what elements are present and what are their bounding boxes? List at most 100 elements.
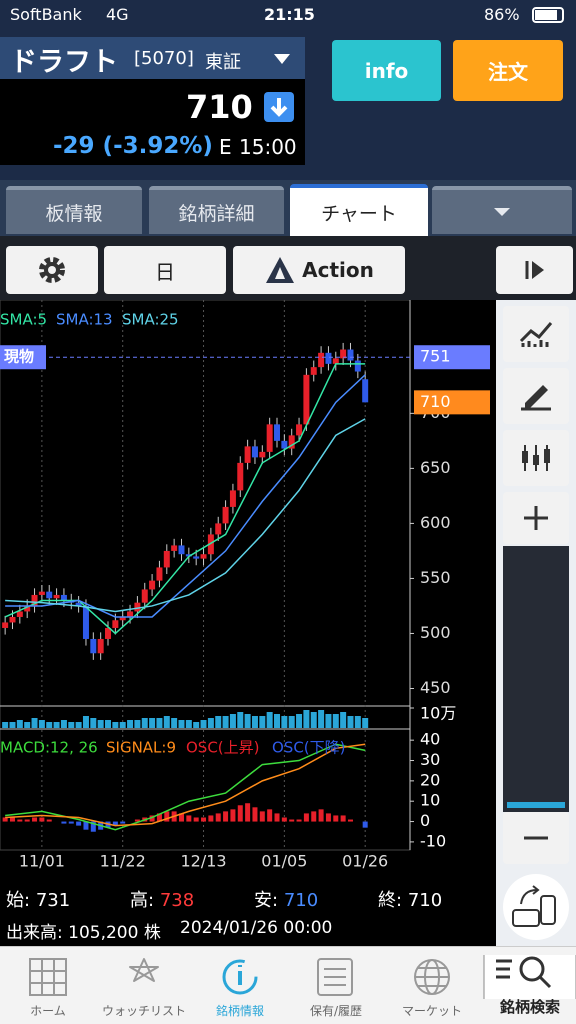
candle-body [237, 462, 244, 491]
candle-body [38, 591, 45, 595]
candle-body [274, 424, 281, 441]
volume-bar [185, 720, 192, 728]
tab-more[interactable] [432, 186, 572, 234]
nav-item[interactable]: 銘柄情報 [215, 1004, 264, 1018]
candle-body [60, 594, 67, 601]
osc-bar [46, 819, 52, 822]
settings-button[interactable] [6, 246, 98, 294]
sma-line [5, 418, 366, 613]
volume-bar [200, 720, 207, 728]
tab[interactable]: 板情報 [6, 186, 142, 234]
candle-body [75, 602, 82, 606]
zoom-in[interactable] [503, 492, 569, 544]
osc-bar [303, 813, 309, 822]
volume-bar [112, 722, 119, 728]
candle-body [105, 627, 112, 639]
candle-body [296, 424, 303, 436]
candle-body [16, 611, 23, 617]
info-button[interactable]: info [332, 40, 441, 101]
zoom-slider[interactable] [503, 546, 569, 812]
candle-body [244, 446, 251, 463]
candle-body [178, 545, 185, 555]
period-button[interactable]: 日 [104, 246, 226, 294]
osc-bar [237, 805, 243, 822]
volume-bar [340, 712, 347, 728]
volume-bar [119, 722, 126, 728]
macd-tick-label: 10 [420, 791, 440, 810]
zoom-out[interactable] [503, 812, 569, 864]
volume-bar [259, 716, 266, 728]
osc-bar [112, 821, 118, 826]
volume-bar [171, 718, 178, 728]
volume-bar [296, 714, 303, 728]
volume-bar [215, 716, 222, 728]
draw-button[interactable] [503, 368, 569, 424]
signal-title: SIGNAL:9 [106, 739, 176, 757]
legend-label: SMA:13 [56, 311, 113, 329]
candle-body [318, 352, 325, 368]
osc-bar [259, 811, 265, 822]
volume-bar [9, 722, 16, 728]
osc-up-title: OSC(上昇) [186, 739, 260, 757]
volume-bar [325, 714, 332, 728]
session-time: 15:00 [239, 135, 297, 159]
osc-bar [362, 821, 368, 828]
osc-bar [252, 807, 258, 822]
summary-volume: 出来高: 105,200 株 [6, 923, 161, 943]
candle-body [31, 594, 38, 606]
candle-button[interactable] [503, 430, 569, 486]
volume-bar [193, 722, 200, 728]
candle-body [288, 435, 295, 449]
nav-item[interactable]: 保有/履歴 [309, 1004, 363, 1018]
volume-bar [68, 722, 75, 728]
sma-line [5, 374, 366, 618]
nav-icons [29, 955, 576, 999]
plot-area [0, 300, 411, 851]
candle-body [90, 638, 97, 654]
osc-bar [281, 817, 287, 822]
nav-item[interactable]: 銘柄検索 [499, 998, 560, 1016]
stock-name-bar[interactable] [0, 37, 305, 79]
tab[interactable]: 銘柄詳細 [149, 186, 284, 234]
nav-item[interactable]: ホーム [30, 1004, 66, 1018]
osc-bar [333, 815, 339, 822]
sma-line [4, 363, 366, 635]
indicator-button[interactable] [503, 306, 569, 362]
candle-body [193, 556, 200, 559]
bottom-nav [0, 946, 576, 1024]
dropdown-arrow[interactable] [272, 52, 292, 66]
x-tick-label: 11/22 [100, 852, 146, 871]
order-button[interactable]: 注文 [453, 40, 563, 101]
price-change: -29 (-3.92%) [53, 133, 213, 159]
battery-text: 86% [484, 5, 520, 24]
osc-bar [193, 817, 199, 822]
rotate-button[interactable] [503, 874, 569, 940]
osc-bar [274, 813, 280, 822]
play-button[interactable] [496, 246, 573, 294]
macd-tick-label: 20 [420, 770, 440, 789]
macd-tick-label: 30 [420, 750, 440, 769]
osc-bar [267, 809, 273, 822]
candle-body [303, 374, 310, 425]
nav-item[interactable]: マーケット [401, 1004, 462, 1018]
osc-bar [134, 819, 140, 822]
session: E [219, 135, 232, 159]
osc-bar [90, 821, 96, 832]
osc-bar [215, 813, 221, 822]
candle-body [9, 616, 16, 623]
action-button[interactable]: Action [233, 246, 405, 294]
volume-bar [266, 712, 273, 728]
volume-bar [347, 716, 354, 728]
tab-active[interactable]: チャート [290, 184, 428, 236]
candle-body [310, 367, 317, 375]
nav-item[interactable]: ウォッチリスト [101, 1004, 186, 1018]
osc-bar [318, 809, 324, 822]
osc-bar [289, 819, 295, 822]
osc-bar [223, 811, 229, 822]
osc-bar [68, 821, 74, 824]
reference-price-tag [414, 345, 490, 370]
volume-bar [362, 718, 369, 728]
candle-body [207, 534, 214, 555]
volume-bar [82, 716, 89, 728]
osc-bar [2, 817, 8, 822]
